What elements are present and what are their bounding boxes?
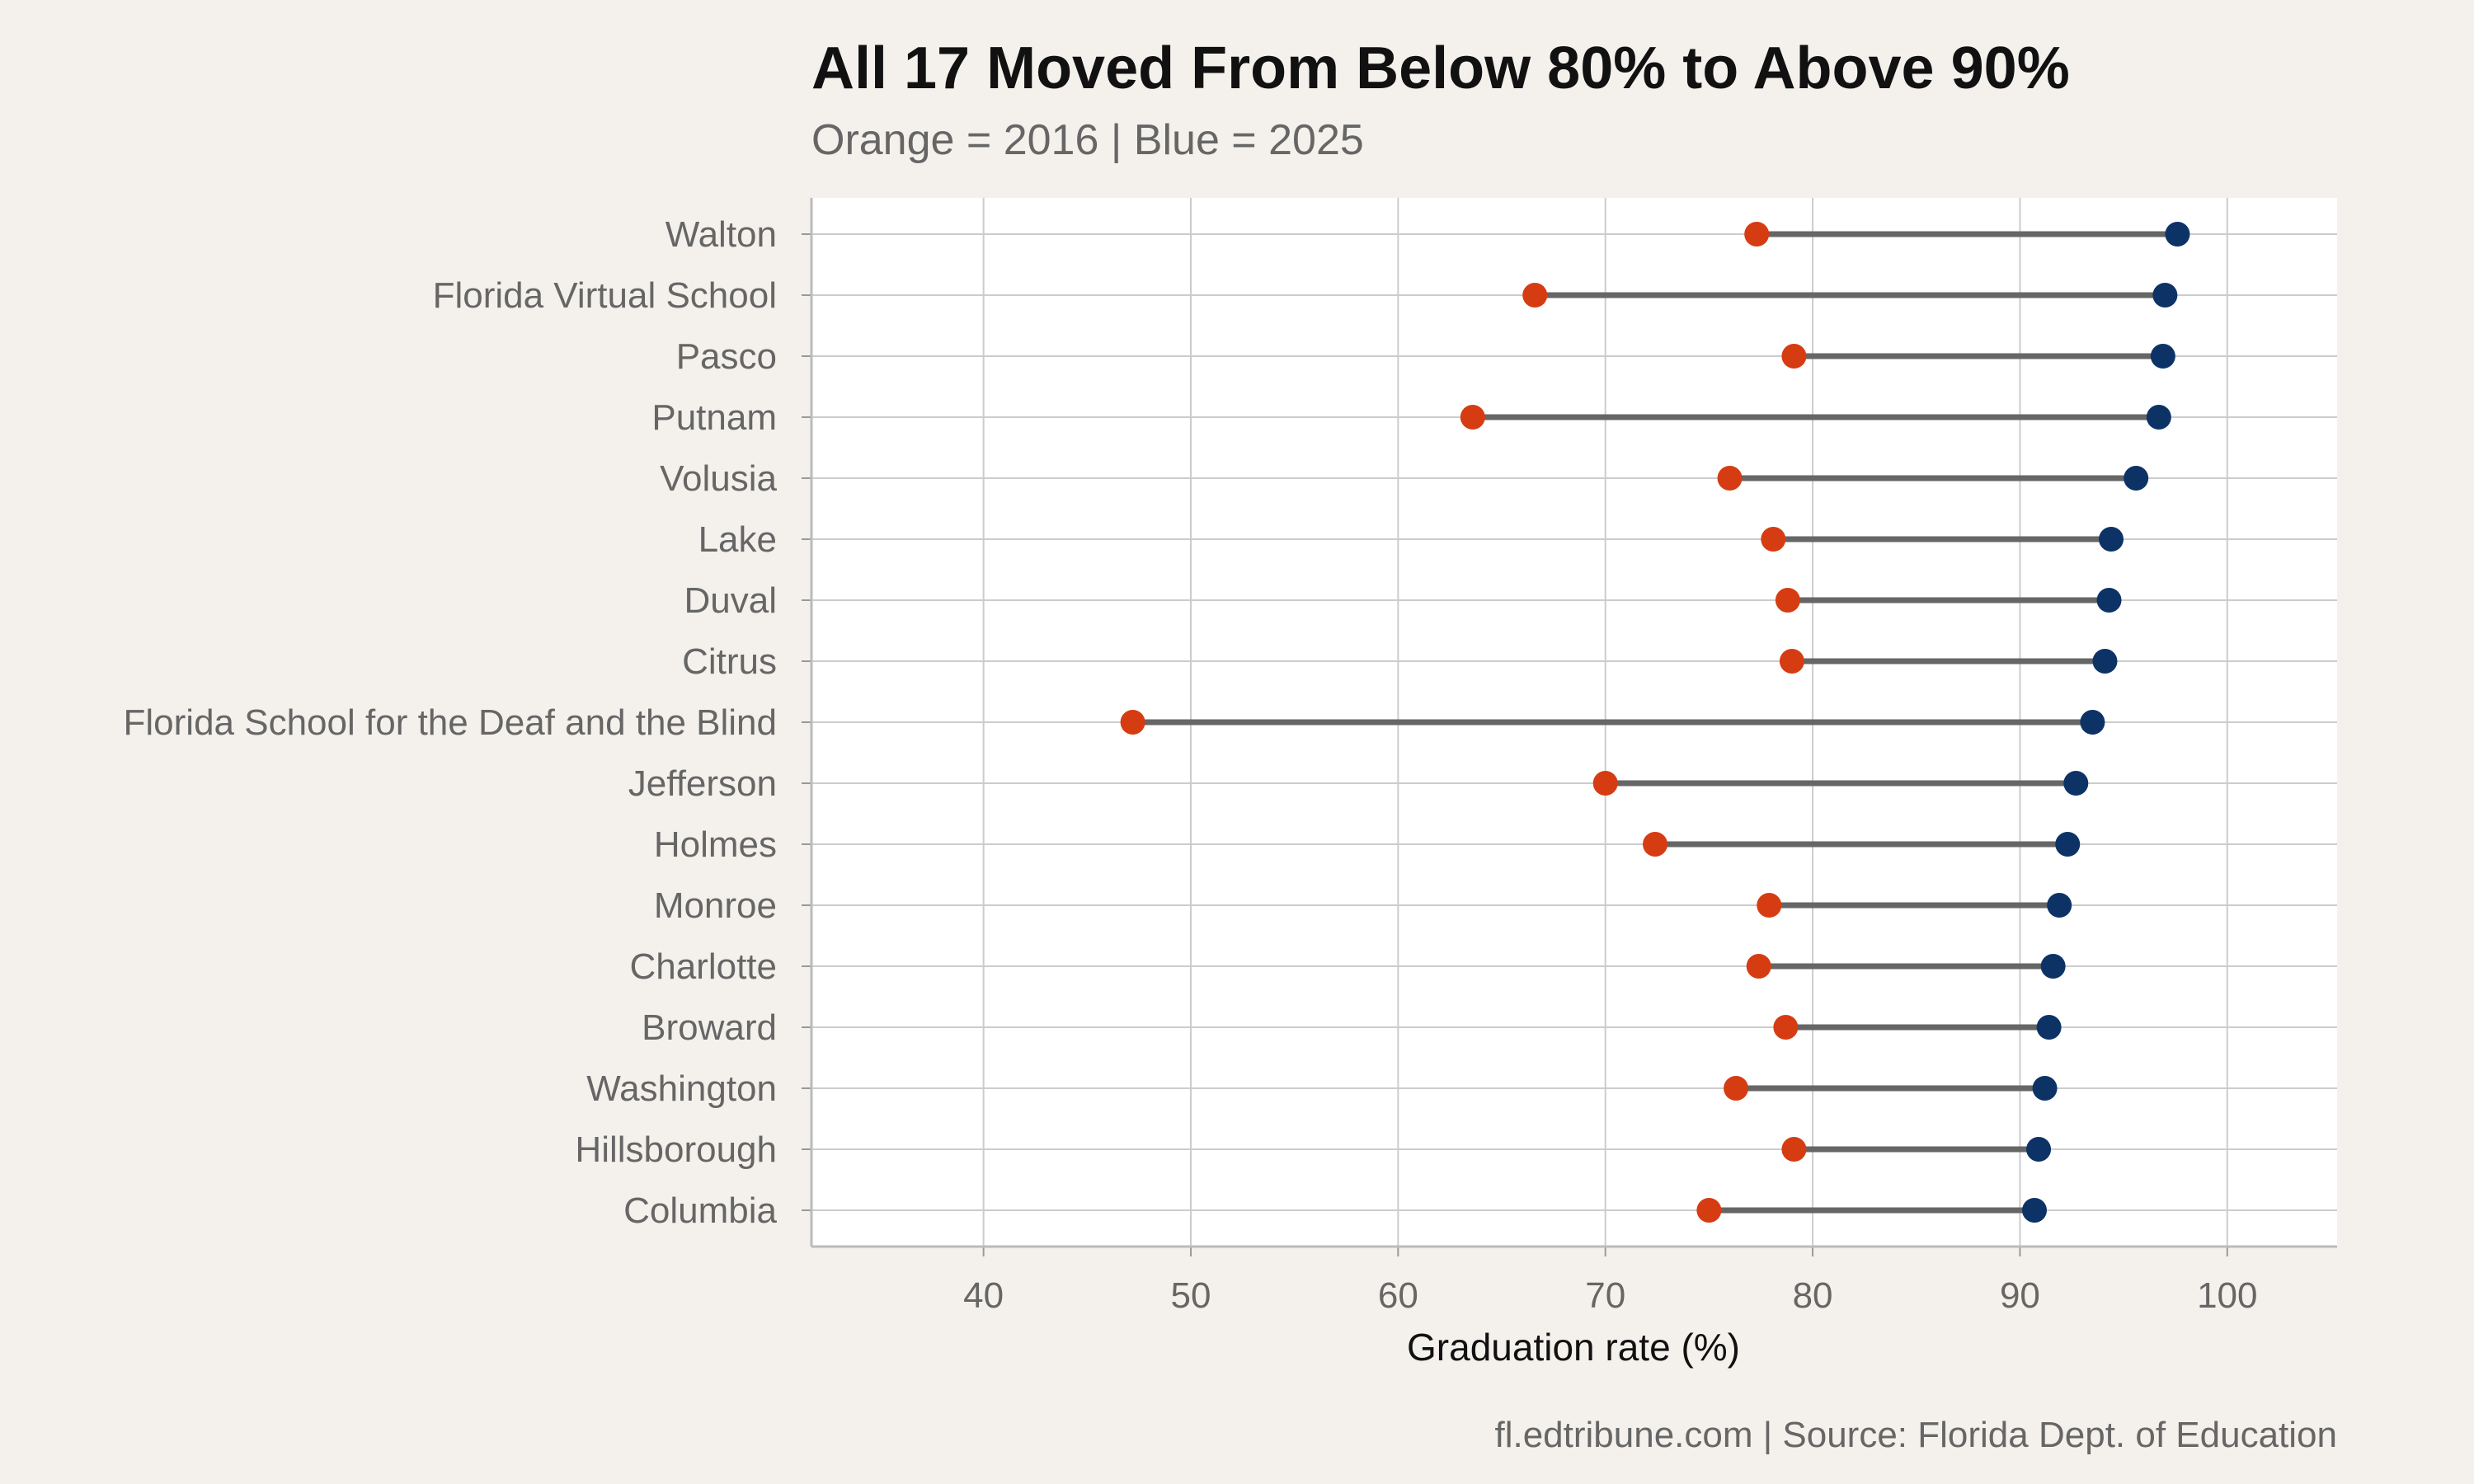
point-2016 — [1775, 588, 1800, 613]
x-axis-title: Graduation rate (%) — [1407, 1326, 1740, 1369]
y-category-label: Florida Virtual School — [433, 275, 777, 316]
point-2016 — [1460, 405, 1485, 430]
point-2025 — [2026, 1137, 2052, 1162]
point-2016 — [1724, 1076, 1749, 1101]
point-2025 — [2124, 466, 2149, 491]
y-category-label: Jefferson — [628, 763, 777, 804]
x-tick-label: 40 — [963, 1275, 1004, 1316]
y-category-label: Columbia — [623, 1190, 777, 1231]
y-category-label: Citrus — [682, 641, 777, 682]
y-category-label: Florida School for the Deaf and the Blin… — [124, 702, 777, 743]
point-2016 — [1781, 344, 1807, 369]
y-category-label: Duval — [684, 580, 778, 621]
point-2025 — [2047, 893, 2072, 918]
x-tick-label: 90 — [2000, 1275, 2040, 1316]
chart-subtitle: Orange = 2016 | Blue = 2025 — [811, 116, 1364, 164]
y-category-label: Pasco — [676, 336, 777, 377]
point-2016 — [1779, 649, 1804, 674]
point-2016 — [1717, 466, 1743, 491]
point-2025 — [2165, 222, 2190, 247]
point-2025 — [2063, 771, 2089, 796]
point-2025 — [2099, 527, 2124, 552]
point-2016 — [1592, 771, 1618, 796]
y-category-label: Lake — [698, 519, 777, 560]
point-2025 — [2152, 283, 2178, 308]
y-category-label: Holmes — [654, 824, 777, 865]
axis-labels: 40 50 60 70 80 90 100 Walton Florida Virtual Sch… — [124, 214, 2258, 1316]
point-2025 — [2096, 588, 2122, 613]
x-tick-label: 60 — [1378, 1275, 1418, 1316]
point-2016 — [1744, 222, 1770, 247]
point-2016 — [1757, 893, 1782, 918]
y-category-label: Volusia — [660, 458, 777, 499]
chart-caption: fl.edtribune.com | Source: Florida Dept.… — [1494, 1415, 2337, 1455]
y-category-label: Walton — [666, 214, 777, 255]
point-2025 — [2022, 1198, 2048, 1223]
point-2025 — [2040, 954, 2066, 979]
y-category-label: Charlotte — [629, 946, 777, 987]
point-2016 — [1696, 1198, 1722, 1223]
point-2016 — [1643, 832, 1668, 857]
x-tick-label: 80 — [1793, 1275, 1833, 1316]
point-2025 — [2036, 1015, 2062, 1040]
point-2016 — [1773, 1015, 1799, 1040]
x-tick-label: 100 — [2197, 1275, 2257, 1316]
point-2016 — [1120, 710, 1145, 735]
point-2025 — [2032, 1076, 2058, 1101]
x-tick-label: 70 — [1585, 1275, 1625, 1316]
chart-title: All 17 Moved From Below 80% to Above 90% — [811, 35, 2070, 101]
point-2025 — [2080, 710, 2105, 735]
y-category-label: Hillsborough — [575, 1129, 777, 1170]
y-category-label: Broward — [642, 1007, 777, 1048]
point-2025 — [2150, 344, 2175, 369]
x-tick-label: 50 — [1171, 1275, 1211, 1316]
point-2025 — [2092, 649, 2118, 674]
point-2025 — [2055, 832, 2081, 857]
point-2025 — [2146, 405, 2171, 430]
y-category-label: Washington — [586, 1068, 777, 1109]
point-2016 — [1522, 283, 1548, 308]
point-2016 — [1781, 1137, 1807, 1162]
axis-lines — [802, 198, 2337, 1256]
point-2016 — [1746, 954, 1771, 979]
data-marks — [1120, 222, 2190, 1223]
y-category-label: Putnam — [651, 397, 777, 438]
point-2016 — [1761, 527, 1786, 552]
y-category-label: Monroe — [654, 885, 777, 926]
